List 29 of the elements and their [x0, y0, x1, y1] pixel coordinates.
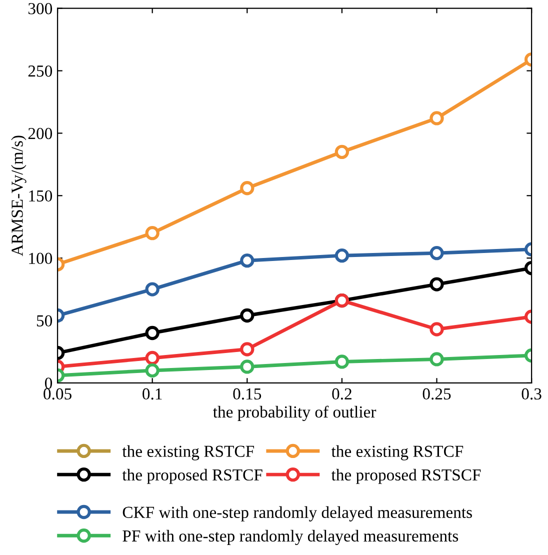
legend-label: PF with one-step randomly delayed measurements	[122, 530, 458, 546]
legend-label: the proposed RSTCF	[122, 468, 262, 484]
x-tick-label: 0.25	[422, 388, 451, 400]
y-tick-label: 50	[36, 315, 52, 326]
point	[240, 342, 254, 356]
point	[334, 144, 350, 160]
point	[240, 181, 254, 196]
point	[240, 308, 254, 323]
point	[334, 248, 350, 263]
y-axis-title: ARMSE-Vy/(m/s)	[11, 136, 26, 256]
y-tick-label: 150	[29, 190, 52, 202]
legend-label: the existing RSTCF	[122, 445, 254, 460]
x-tick-label: 0.1	[142, 388, 162, 400]
y-tick-label: 0	[44, 378, 52, 389]
point	[334, 354, 350, 369]
y-tick-label: 100	[29, 252, 52, 264]
legend-label: the existing RSTCF	[331, 445, 464, 460]
point	[240, 360, 254, 374]
x-tick-label: 0.3	[522, 388, 542, 400]
x-tick-label: 0.2	[332, 388, 352, 400]
x-tick-label: 0.15	[233, 388, 262, 400]
y-tick-label: 200	[28, 128, 52, 140]
x-axis-title: the probability of outlier	[213, 406, 376, 422]
y-tick-label: 250	[28, 65, 52, 77]
point	[240, 253, 254, 268]
x-tick-label: 0.05	[44, 388, 72, 400]
legend-label: CKF with one-step randomly delayed measurements	[122, 506, 472, 522]
y-tick-label: 300	[28, 3, 52, 14]
legend-label: the proposed RSTSCF	[331, 468, 481, 484]
